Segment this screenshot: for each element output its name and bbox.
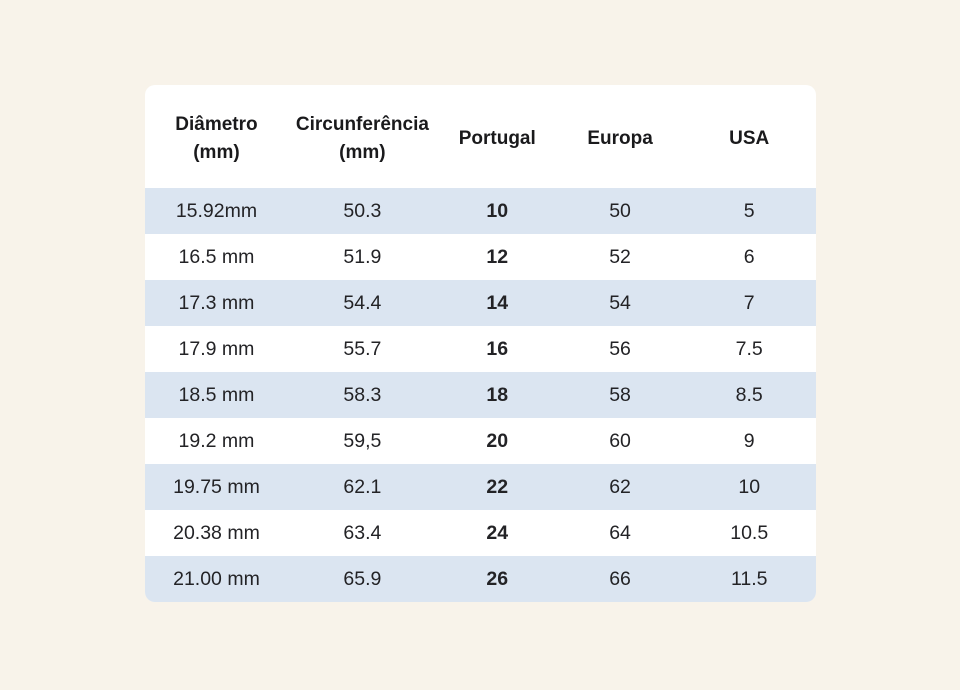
table-cell: 16 xyxy=(436,326,558,372)
ring-size-table-card: Diâmetro (mm) Circunferência (mm) Portug… xyxy=(145,85,816,602)
table-row: 19.2 mm 59,5 20 60 9 xyxy=(145,418,816,464)
table-cell: 5 xyxy=(682,188,816,234)
table-cell: 17.3 mm xyxy=(145,280,288,326)
table-cell: 51.9 xyxy=(287,234,437,280)
table-cell: 64 xyxy=(557,510,683,556)
table-cell: 26 xyxy=(436,556,558,602)
table-row: 20.38 mm 63.4 24 64 10.5 xyxy=(145,510,816,556)
column-header-unit: (mm) xyxy=(339,142,386,163)
table-cell: 66 xyxy=(557,556,683,602)
column-header-label: Europa xyxy=(587,127,653,149)
table-cell: 10 xyxy=(682,464,816,510)
table-cell: 55.7 xyxy=(287,326,437,372)
table-cell: 54.4 xyxy=(287,280,437,326)
table-cell: 10 xyxy=(436,188,558,234)
table-cell: 58.3 xyxy=(287,372,437,418)
table-cell: 8.5 xyxy=(682,372,816,418)
table-cell: 54 xyxy=(557,280,683,326)
table-cell: 50.3 xyxy=(287,188,437,234)
table-cell: 9 xyxy=(682,418,816,464)
column-header-usa: USA xyxy=(682,85,816,188)
table-cell: 17.9 mm xyxy=(145,326,288,372)
column-header-label: Portugal xyxy=(458,127,536,149)
table-cell: 19.75 mm xyxy=(145,464,288,510)
table-cell: 16.5 mm xyxy=(145,234,288,280)
table-cell: 7.5 xyxy=(682,326,816,372)
table-row: 19.75 mm 62.1 22 62 10 xyxy=(145,464,816,510)
column-header-circunferencia: Circunferência (mm) xyxy=(288,85,437,188)
table-cell: 65.9 xyxy=(287,556,437,602)
table-row: 21.00 mm 65.9 26 66 11.5 xyxy=(145,556,816,602)
table-cell: 15.92mm xyxy=(145,188,288,234)
table-cell: 52 xyxy=(557,234,683,280)
table-cell: 58 xyxy=(557,372,683,418)
table-cell: 14 xyxy=(436,280,558,326)
table-header-row: Diâmetro (mm) Circunferência (mm) Portug… xyxy=(145,85,816,188)
column-header-europa: Europa xyxy=(558,85,683,188)
table-cell: 24 xyxy=(436,510,558,556)
table-cell: 18 xyxy=(436,372,558,418)
column-header-unit: (mm) xyxy=(193,142,240,163)
table-cell: 21.00 mm xyxy=(145,556,288,602)
column-header-portugal: Portugal xyxy=(437,85,558,188)
table-row: 17.3 mm 54.4 14 54 7 xyxy=(145,280,816,326)
column-header-label: Diâmetro xyxy=(175,113,258,135)
table-cell: 20.38 mm xyxy=(145,510,288,556)
table-cell: 7 xyxy=(682,280,816,326)
table-cell: 50 xyxy=(557,188,683,234)
table-cell: 10.5 xyxy=(682,510,816,556)
table-row: 15.92mm 50.3 10 50 5 xyxy=(145,188,816,234)
table-cell: 60 xyxy=(557,418,683,464)
table-cell: 62 xyxy=(557,464,683,510)
table-cell: 12 xyxy=(436,234,558,280)
table-cell: 18.5 mm xyxy=(145,372,288,418)
column-header-diametro: Diâmetro (mm) xyxy=(145,85,288,188)
table-cell: 56 xyxy=(557,326,683,372)
table-cell: 6 xyxy=(682,234,816,280)
table-cell: 20 xyxy=(436,418,558,464)
table-cell: 63.4 xyxy=(287,510,437,556)
table-row: 17.9 mm 55.7 16 56 7.5 xyxy=(145,326,816,372)
table-body: 15.92mm 50.3 10 50 5 16.5 mm 51.9 12 52 6 17.3 mm 5… xyxy=(145,188,816,602)
ring-size-table: Diâmetro (mm) Circunferência (mm) Portug… xyxy=(145,85,816,602)
table-row: 16.5 mm 51.9 12 52 6 xyxy=(145,234,816,280)
table-row: 18.5 mm 58.3 18 58 8.5 xyxy=(145,372,816,418)
table-cell: 11.5 xyxy=(682,556,816,602)
table-cell: 19.2 mm xyxy=(145,418,288,464)
column-header-label: USA xyxy=(729,127,770,149)
column-header-label: Circunferência xyxy=(295,113,429,135)
table-header: Diâmetro (mm) Circunferência (mm) Portug… xyxy=(145,85,816,188)
table-cell: 62.1 xyxy=(287,464,437,510)
table-cell: 59,5 xyxy=(287,418,437,464)
table-cell: 22 xyxy=(436,464,558,510)
